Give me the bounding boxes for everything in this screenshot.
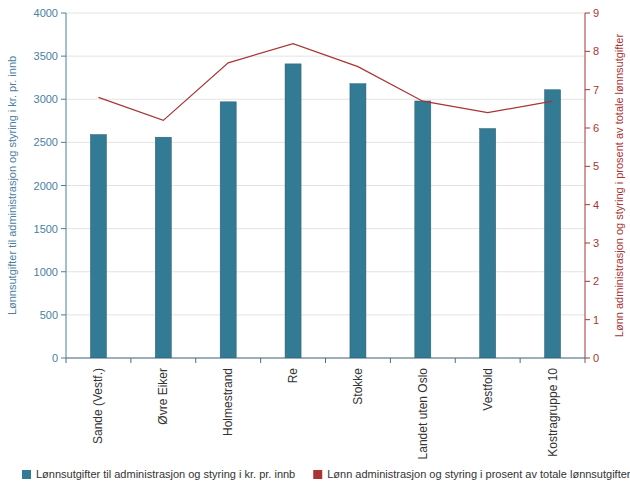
x-tick [520, 358, 521, 363]
grid-line [66, 142, 585, 143]
x-tick [130, 358, 131, 363]
y2-tick [585, 13, 590, 14]
legend-label: Lønn administrasjon og styring i prosent… [327, 468, 630, 480]
y2-tick [585, 204, 590, 205]
legend-swatch [313, 470, 322, 479]
y2-tick-label: 4 [593, 199, 599, 211]
y2-tick [585, 89, 590, 90]
bar [285, 64, 301, 358]
x-tick [195, 358, 196, 363]
y-axis [66, 13, 67, 358]
y-tick [61, 358, 66, 359]
y-tick [61, 13, 66, 14]
bar [480, 129, 496, 358]
y2-tick-label: 7 [593, 84, 599, 96]
bar [155, 137, 171, 358]
chart: 0 500 1000 1500 2000 2500 3000 3500 4000 0 1 2 3 4 5 6 7… [0, 0, 630, 500]
y2-tick-label: 9 [593, 7, 599, 19]
y-tick-label: 2000 [34, 180, 58, 192]
y-tick-label: 2500 [34, 136, 58, 148]
y-tick [61, 228, 66, 229]
y2-tick-label: 8 [593, 45, 599, 57]
y-tick [61, 185, 66, 186]
y2-tick [585, 51, 590, 52]
x-tick [455, 358, 456, 363]
grid-line [66, 99, 585, 100]
x-tick-label: Landet uten Oslo [416, 368, 430, 460]
x-tick [66, 358, 67, 363]
y2-axis [585, 13, 586, 358]
y2-tick-label: 2 [593, 275, 599, 287]
x-tick-label: Stokke [351, 368, 365, 405]
legend-label: Lønnsutgifter til administrasjon og styr… [36, 468, 295, 480]
grid-line [66, 271, 585, 272]
legend-swatch [22, 470, 31, 479]
y-tick-label: 0 [52, 352, 58, 364]
x-tick [260, 358, 261, 363]
y2-tick [585, 243, 590, 244]
y-axis-title: Lønnsutgifter til administrasjon og styr… [6, 56, 18, 315]
y-tick-label: 1000 [34, 266, 58, 278]
line [98, 44, 552, 121]
x-tick-label: Sande (Vestf.) [91, 368, 105, 444]
y-tick-label: 1500 [34, 223, 58, 235]
y-tick-label: 4000 [34, 7, 58, 19]
y2-tick-label: 5 [593, 160, 599, 172]
y2-axis-title: Lønn administrasjon og styring i prosent… [613, 34, 625, 338]
x-tick-label: Øvre Eiker [156, 368, 170, 425]
bar [350, 84, 366, 358]
x-tick-label: Kostragruppe 10 [546, 368, 560, 457]
y2-tick-label: 0 [593, 352, 599, 364]
grid-line [66, 185, 585, 186]
grid-line [66, 13, 585, 14]
bar [545, 90, 561, 358]
y-tick [61, 99, 66, 100]
y-tick-label: 3000 [34, 93, 58, 105]
y-tick [61, 314, 66, 315]
x-tick-label: Re [286, 368, 300, 384]
x-tick [325, 358, 326, 363]
y-tick-label: 500 [40, 309, 58, 321]
marks [90, 44, 560, 358]
y-tick [61, 142, 66, 143]
y-tick [61, 271, 66, 272]
y2-tick-label: 3 [593, 237, 599, 249]
x-tick-label: Holmestrand [221, 368, 235, 436]
y2-tick-label: 6 [593, 122, 599, 134]
bar [220, 102, 236, 358]
y-tick [61, 56, 66, 57]
y2-tick-label: 1 [593, 314, 599, 326]
bar [90, 135, 106, 358]
y-tick-label: 3500 [34, 50, 58, 62]
bar [415, 101, 431, 358]
x-tick-label: Vestfold [481, 368, 495, 411]
grid-line [66, 314, 585, 315]
y2-tick [585, 358, 590, 359]
y2-tick [585, 319, 590, 320]
x-tick [390, 358, 391, 363]
y2-tick [585, 128, 590, 129]
y2-tick [585, 166, 590, 167]
grid-line [66, 228, 585, 229]
y2-tick [585, 281, 590, 282]
x-tick [585, 358, 586, 363]
